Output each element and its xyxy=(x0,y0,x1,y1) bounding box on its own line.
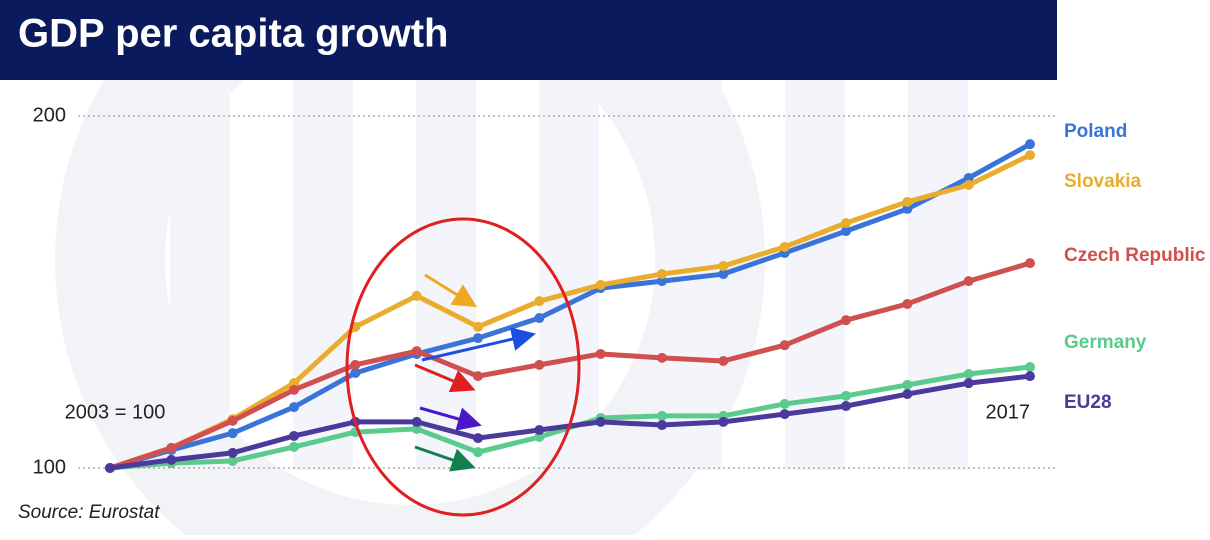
data-point xyxy=(595,416,606,427)
source-note: Source: Eurostat xyxy=(18,502,160,523)
data-point xyxy=(1025,258,1035,269)
title-bar xyxy=(0,0,1057,80)
legend-label: Germany xyxy=(1064,332,1147,353)
data-point xyxy=(227,447,238,458)
legend-label: Czech Republic xyxy=(1064,245,1206,266)
data-point xyxy=(227,415,238,426)
data-point xyxy=(1025,371,1035,382)
data-point xyxy=(779,241,790,252)
chart-title: GDP per capita growth xyxy=(18,12,448,56)
data-point xyxy=(718,416,729,427)
y-tick-label: 200 xyxy=(33,104,66,126)
data-point xyxy=(595,279,606,290)
data-point xyxy=(779,398,790,409)
data-point xyxy=(289,402,299,413)
x-category-label: 2017 xyxy=(986,401,1031,423)
data-point xyxy=(1025,150,1035,161)
data-point xyxy=(657,269,667,280)
data-point xyxy=(289,430,299,441)
data-point xyxy=(841,218,851,229)
data-point xyxy=(841,226,851,237)
data-point xyxy=(718,260,729,271)
data-point xyxy=(657,410,667,421)
x-category-label: 2003 = 100 xyxy=(65,401,166,423)
data-point xyxy=(473,447,483,458)
data-point xyxy=(595,348,606,359)
data-point xyxy=(534,424,545,435)
data-point xyxy=(534,296,545,307)
data-point xyxy=(473,333,483,344)
data-point xyxy=(779,340,790,351)
series-line xyxy=(109,141,1032,471)
data-point xyxy=(963,276,974,287)
data-point xyxy=(1025,361,1035,372)
data-point xyxy=(902,379,913,390)
data-point xyxy=(841,390,851,401)
data-point xyxy=(657,276,667,287)
y-tick-label: 100 xyxy=(33,456,66,478)
data-point xyxy=(289,441,299,452)
data-point xyxy=(166,442,177,453)
data-point xyxy=(227,455,238,466)
data-point xyxy=(534,359,545,370)
data-point xyxy=(657,352,667,363)
data-point xyxy=(473,321,483,332)
data-point xyxy=(902,196,913,207)
data-point xyxy=(227,428,238,439)
data-point xyxy=(779,409,790,420)
data-point xyxy=(534,313,545,324)
data-point xyxy=(105,463,115,473)
data-point xyxy=(411,346,422,357)
data-point xyxy=(841,315,851,326)
data-point xyxy=(289,384,299,395)
data-point xyxy=(411,423,422,434)
annotations xyxy=(345,217,581,517)
data-point xyxy=(902,298,913,309)
legend-label: Poland xyxy=(1064,121,1127,142)
data-point xyxy=(902,203,913,214)
data-point xyxy=(350,359,361,370)
plot-area: 100 200 2003 = 100 2017 xyxy=(33,104,1057,478)
data-point xyxy=(473,433,483,444)
legend-label: Slovakia xyxy=(1064,171,1142,192)
data-point xyxy=(534,432,545,443)
data-point xyxy=(473,371,483,382)
data-point xyxy=(841,401,851,412)
series-line xyxy=(109,260,1031,471)
data-point xyxy=(902,389,913,400)
data-point xyxy=(411,416,422,427)
data-point xyxy=(657,420,667,431)
data-point xyxy=(963,172,974,183)
data-point xyxy=(963,179,974,190)
data-point xyxy=(963,378,974,389)
data-point xyxy=(1025,139,1035,150)
data-point xyxy=(411,290,422,301)
data-point xyxy=(963,369,974,380)
legend-label: EU28 xyxy=(1064,392,1112,413)
data-point xyxy=(718,269,729,280)
data-point xyxy=(166,454,177,465)
data-point xyxy=(718,355,729,366)
background-decoration xyxy=(55,0,968,540)
data-point xyxy=(350,367,361,378)
series-line xyxy=(109,152,1032,471)
